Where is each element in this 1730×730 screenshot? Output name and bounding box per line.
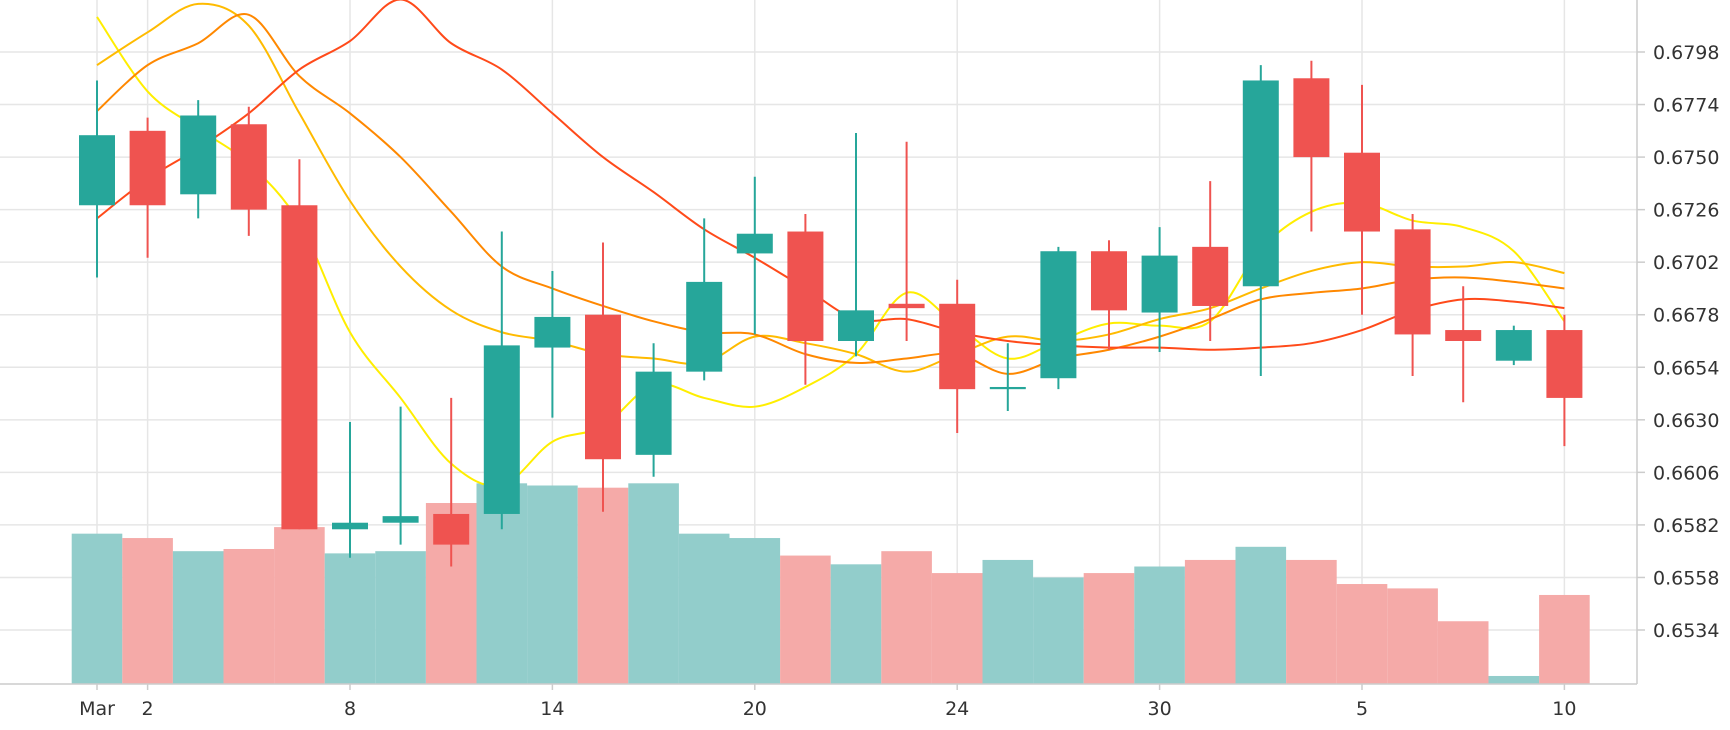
- volume-bar: [172, 551, 224, 684]
- candle-body: [534, 316, 571, 348]
- volume-bar: [780, 555, 831, 684]
- volume-bar: [931, 573, 983, 684]
- y-tick-label: 0.6798: [1653, 42, 1719, 64]
- x-tick-label: Mar: [79, 698, 115, 720]
- candle-body: [1040, 251, 1077, 379]
- volume-bar: [1387, 588, 1438, 684]
- volume-bar: [678, 533, 730, 684]
- y-tick-label: 0.6750: [1653, 147, 1719, 169]
- volume-bar: [1336, 584, 1388, 684]
- x-tick-label: 2: [142, 698, 154, 720]
- candle-body: [433, 513, 470, 545]
- candle-body: [332, 522, 368, 530]
- x-tick-label: 20: [743, 698, 767, 720]
- y-tick-label: 0.6534: [1653, 620, 1719, 642]
- y-tick-label: 0.6606: [1653, 462, 1719, 484]
- volume-bar: [324, 553, 376, 684]
- x-tick-label: 30: [1148, 698, 1172, 720]
- candle-body: [129, 130, 166, 206]
- candle-body: [1091, 251, 1127, 311]
- x-tick-label: 24: [945, 698, 969, 720]
- candle-body: [281, 205, 318, 530]
- volume-bar: [71, 533, 123, 684]
- candle-body: [382, 516, 419, 523]
- candle-body: [483, 345, 520, 514]
- y-tick-label: 0.6678: [1653, 305, 1719, 327]
- volume-bar: [1083, 573, 1135, 684]
- candle-body: [180, 115, 217, 195]
- volume-bar: [1539, 594, 1590, 684]
- volume-bar: [881, 551, 932, 684]
- candle-body: [1141, 255, 1178, 313]
- volume-bar: [628, 483, 679, 684]
- candle-body: [585, 314, 621, 460]
- candle-body: [736, 233, 773, 254]
- y-tick-label: 0.6558: [1653, 567, 1719, 589]
- candle-body: [1344, 152, 1380, 232]
- candle-body: [1293, 78, 1330, 158]
- moving-average-line: [96, 13, 1565, 375]
- candle-body: [888, 303, 925, 309]
- candle-body: [787, 231, 824, 341]
- volume-bar: [1488, 675, 1540, 684]
- x-tick-label: 8: [344, 698, 356, 720]
- y-tick-label: 0.6630: [1653, 410, 1719, 432]
- volume-bar: [1437, 621, 1489, 684]
- volume-bar: [982, 559, 1034, 684]
- candle-body: [838, 310, 874, 341]
- volume-bar: [830, 564, 882, 684]
- volume-bar: [375, 551, 426, 684]
- candle-body: [1546, 330, 1583, 398]
- volume-bar: [1033, 577, 1084, 684]
- y-tick-label: 0.6582: [1653, 515, 1719, 537]
- candle-body: [79, 135, 115, 206]
- volume-layer: [71, 483, 1590, 684]
- y-tick-label: 0.6702: [1653, 252, 1719, 274]
- x-tick-label: 14: [540, 698, 564, 720]
- volume-bar: [577, 487, 629, 684]
- volume-bar: [729, 538, 781, 684]
- candle-body: [939, 303, 976, 390]
- candle-body: [635, 371, 672, 455]
- candle-body: [989, 386, 1026, 390]
- y-tick-label: 0.6654: [1653, 357, 1719, 379]
- volume-bar: [274, 527, 325, 684]
- x-tick-label: 5: [1356, 698, 1368, 720]
- volume-bar: [527, 485, 578, 684]
- volume-bar: [1184, 559, 1236, 684]
- candle-body: [1192, 246, 1229, 306]
- candle-body: [1445, 330, 1482, 341]
- candle-body: [230, 124, 267, 210]
- candle-layer: [79, 60, 1583, 567]
- candle-body: [686, 281, 723, 372]
- volume-bar: [1235, 546, 1287, 684]
- candle-body: [1394, 229, 1431, 335]
- y-tick-label: 0.6726: [1653, 200, 1719, 222]
- volume-bar: [223, 548, 275, 684]
- volume-bar: [1134, 566, 1185, 684]
- volume-bar: [122, 538, 173, 684]
- x-tick-label: 10: [1552, 698, 1576, 720]
- candle-body: [1242, 80, 1279, 287]
- candle-body: [1495, 330, 1532, 361]
- volume-bar: [1286, 559, 1337, 684]
- y-tick-label: 0.6774: [1653, 95, 1719, 117]
